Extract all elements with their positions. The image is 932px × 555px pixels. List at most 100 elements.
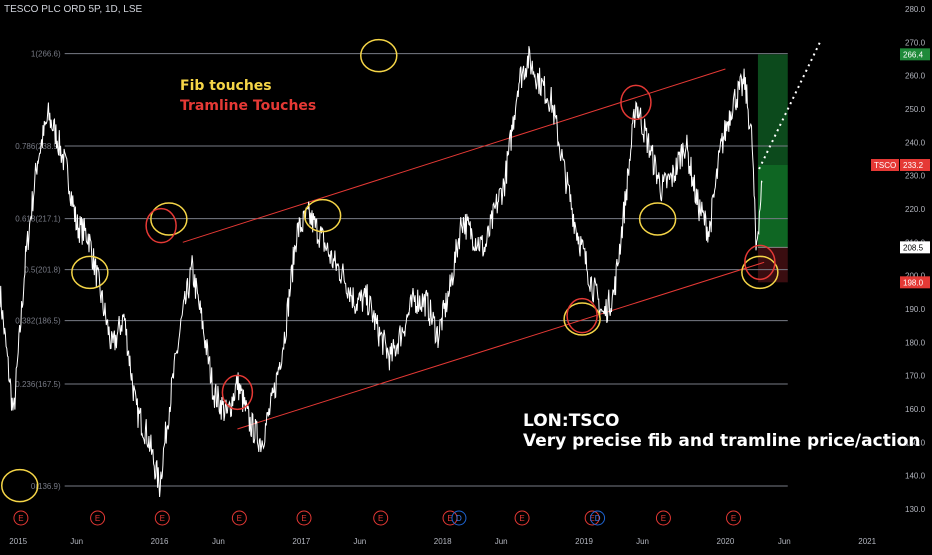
tram-touch-circle <box>221 374 254 411</box>
time-tick-label: 2016 <box>151 537 169 546</box>
price-tick-label: 240.0 <box>905 138 926 147</box>
tram-touch-circle <box>145 207 177 244</box>
symbol-badge-bg <box>871 159 899 171</box>
fib-touch-circle <box>303 198 342 233</box>
time-axis[interactable]: 2015 Jun 2016 Jun 2017 Jun 2018 Jun 2019 Jun 2020 J… <box>9 537 876 546</box>
price-tick-label: 180.0 <box>905 338 926 347</box>
price-tick-label: 270.0 <box>905 38 926 47</box>
price-tick-label: 230.0 <box>905 172 926 181</box>
touch-circles-layer <box>1 38 779 503</box>
event-marker-label: E <box>18 514 23 523</box>
price-series-layer <box>0 46 763 498</box>
tram-touch-circle <box>744 244 776 281</box>
event-marker-label: E <box>731 514 736 523</box>
price-tick-label: 200.0 <box>905 272 926 281</box>
fib-touch-circle <box>360 38 398 73</box>
tram-touch-circle <box>566 297 598 334</box>
time-tick-label: 2019 <box>575 537 593 546</box>
price-tick-label: 130.0 <box>905 505 926 514</box>
price-tick-label: 250.0 <box>905 105 926 114</box>
fib-touch-circle <box>71 255 109 290</box>
time-tick-label: 2021 <box>858 537 876 546</box>
tramline <box>237 261 765 430</box>
earnings-marker <box>726 510 742 526</box>
trade-zone-layer <box>757 54 788 283</box>
symbol-title: TESCO PLC ORD 5P, 1D, LSE <box>4 4 143 15</box>
time-tick-label: Jun <box>778 537 791 546</box>
time-tick-label: Jun <box>70 537 83 546</box>
price-tick-label: 260.0 <box>905 72 926 81</box>
target-price-badge-bg <box>900 48 930 61</box>
tramlines-layer <box>182 68 765 430</box>
tramline-touches-note: Tramline Touches <box>180 98 317 114</box>
entry-price-badge: 208.5 <box>903 243 924 252</box>
price-tick-label: 280.0 <box>905 5 926 14</box>
symbol-badge: TSCO <box>874 161 896 170</box>
tram-touch-circle <box>620 84 652 121</box>
earnings-marker <box>514 510 530 526</box>
event-marker-label: E <box>378 514 383 523</box>
ticker-note: LON:TSCO <box>523 411 620 431</box>
target-price-badge: 266.4 <box>903 50 924 59</box>
event-marker-label: E <box>95 514 100 523</box>
price-tick-label: 190.0 <box>905 305 926 314</box>
time-tick-label: 2017 <box>292 537 310 546</box>
event-marker-label: E <box>301 514 306 523</box>
time-tick-label: Jun <box>636 537 649 546</box>
event-marker-label: E <box>661 514 666 523</box>
fib-touch-circle <box>563 302 601 336</box>
event-marker-label: E <box>237 514 242 523</box>
fib-touch-circle <box>1 468 39 503</box>
fib-level-label: 0.786(238.9) <box>15 142 61 151</box>
event-marker-label: E <box>160 514 165 523</box>
earnings-marker <box>655 510 671 526</box>
price-tick-label: 220.0 <box>905 205 926 214</box>
target-zone-lower <box>757 165 788 248</box>
fib-level-label: 0.618(217.1) <box>15 215 61 224</box>
earnings-marker <box>442 510 458 526</box>
event-marker-label: E <box>519 514 524 523</box>
fib-level-label: 1(266.6) <box>31 50 61 59</box>
entry-price-badge-bg <box>900 241 930 254</box>
event-marker-label: D <box>456 514 462 523</box>
event-marker-label: D <box>595 514 601 523</box>
price-line <box>0 46 763 498</box>
stop-price-badge-bg <box>900 276 930 289</box>
stop-price-badge: 198.0 <box>903 278 924 287</box>
fib-touch-circle <box>150 202 188 236</box>
price-tick-label: 150.0 <box>905 438 926 447</box>
dividend-marker <box>590 510 606 526</box>
time-tick-label: 2018 <box>434 537 452 546</box>
tramline <box>182 68 726 243</box>
dividend-marker <box>451 510 467 526</box>
earnings-marker <box>154 510 170 526</box>
earnings-marker <box>296 510 312 526</box>
earnings-marker <box>584 510 600 526</box>
price-badges-layer: 266.4 233.2 208.5 198.0 TSCO <box>871 48 930 289</box>
fib-level-label: 0.5(201.8) <box>24 266 61 275</box>
earnings-marker <box>90 510 106 526</box>
earnings-marker <box>373 510 389 526</box>
target-zone-upper <box>757 54 788 166</box>
last-price-badge-bg <box>900 159 930 171</box>
price-tick-label: 140.0 <box>905 472 926 481</box>
time-tick-label: Jun <box>212 537 225 546</box>
event-marker-label: E <box>447 514 452 523</box>
fib-touch-circle <box>638 202 677 236</box>
fib-touch-circle <box>741 255 779 290</box>
earnings-marker <box>231 510 247 526</box>
description-note: Very precise fib and tramline price/acti… <box>523 431 921 451</box>
price-tick-label: 170.0 <box>905 372 926 381</box>
earnings-marker <box>13 510 29 526</box>
fib-touches-note: Fib touches <box>180 78 272 94</box>
time-tick-label: 2015 <box>9 537 27 546</box>
price-tick-label: 160.0 <box>905 405 926 414</box>
fib-level-label: 0.236(167.5) <box>15 380 61 389</box>
fib-level-label: 0.382(186.5) <box>15 317 61 326</box>
event-marker-label: E <box>589 514 594 523</box>
last-price-badge: 233.2 <box>903 161 924 170</box>
time-tick-label: Jun <box>495 537 508 546</box>
